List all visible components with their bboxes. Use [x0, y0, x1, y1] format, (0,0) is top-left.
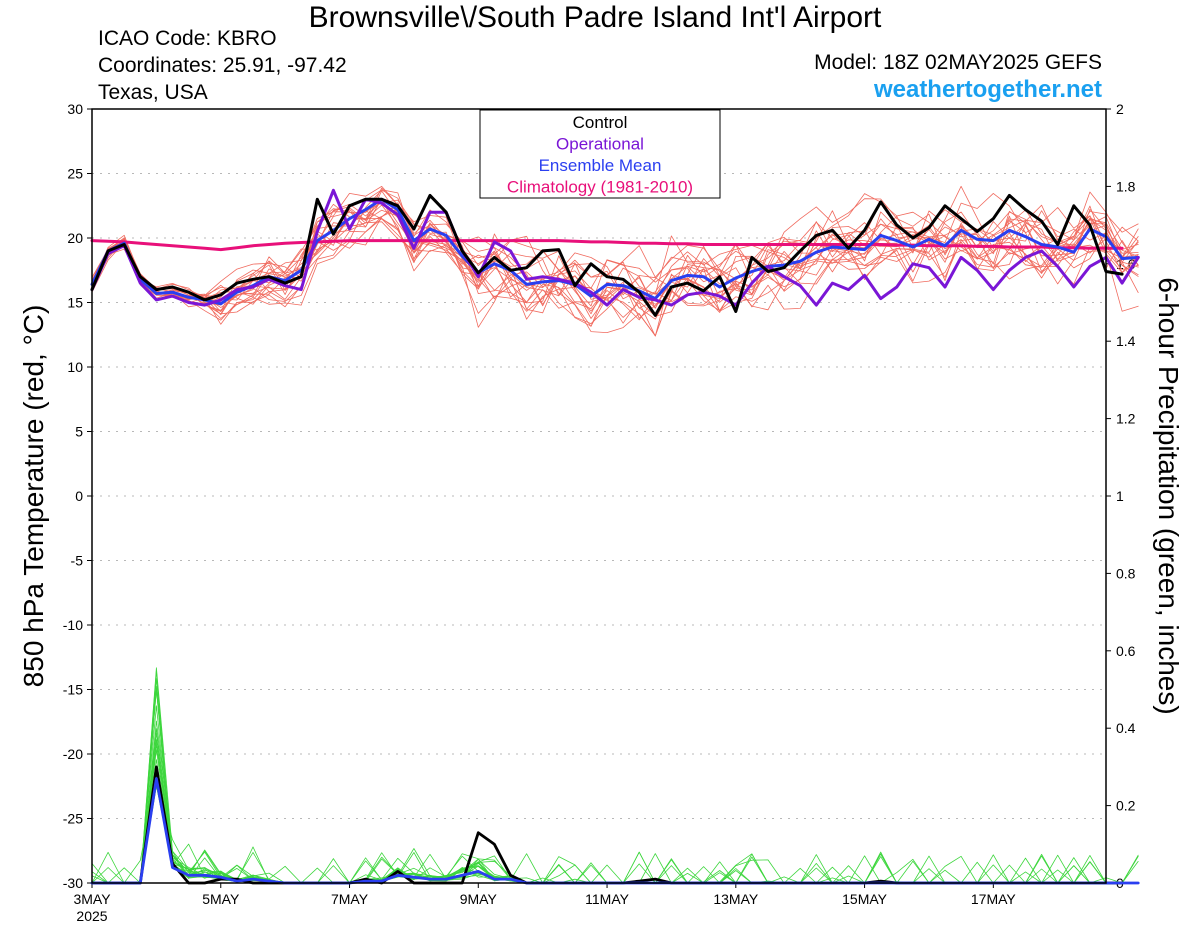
- precip-member-line: [91, 732, 1139, 884]
- y2-tick-label: 1.2: [1116, 411, 1136, 427]
- x-tick-label: 3MAY: [73, 891, 111, 907]
- y2-tick-label: 0.8: [1116, 565, 1136, 581]
- legend-entry-operational: Operational: [556, 135, 644, 154]
- y-axis-label-right: 6-hour Precipitation (green, inches): [1153, 277, 1184, 715]
- temp-member-line: [91, 189, 1139, 307]
- x-tick-label: 7MAY: [331, 891, 369, 907]
- chart-title: Brownsville\/South Padre Island Int'l Ai…: [308, 1, 882, 34]
- precip-member-line: [91, 686, 1139, 884]
- legend-entry-control: Control: [573, 113, 628, 132]
- x-tick-label: 13MAY: [713, 891, 759, 907]
- y2-tick-label: 1: [1116, 488, 1124, 504]
- plot-frame: [91, 108, 1107, 884]
- temp-member-line: [91, 193, 1139, 303]
- x-tick-sublabel: 2025: [76, 908, 107, 924]
- precip-member-line: [91, 739, 1139, 884]
- y2-tick-label: 0.4: [1116, 720, 1136, 736]
- y2-tick-label: 0.2: [1116, 798, 1136, 814]
- y-tick-label: -25: [63, 811, 83, 827]
- precip-member-line: [91, 749, 1139, 884]
- site-link[interactable]: weathertogether.net: [873, 76, 1102, 103]
- x-tick-label: 9MAY: [460, 891, 498, 907]
- y2-tick-label: 1.4: [1116, 333, 1136, 349]
- region: Texas, USA: [98, 81, 208, 104]
- precip-member-line: [91, 744, 1139, 884]
- precip-member-line: [91, 785, 1139, 884]
- precip-member-line: [91, 784, 1139, 884]
- precip-member-line: [91, 765, 1139, 884]
- y-tick-label: 20: [67, 230, 83, 246]
- y2-tick-label: 1.8: [1116, 178, 1136, 194]
- precip-member-line: [91, 678, 1139, 884]
- model-run: Model: 18Z 02MAY2025 GEFS: [814, 51, 1102, 74]
- coordinates: Coordinates: 25.91, -97.42: [98, 54, 347, 77]
- y-tick-label: -10: [63, 617, 83, 633]
- temp-member-line: [91, 190, 1139, 337]
- temp-control-line: [90, 193, 1124, 317]
- temp-member-line: [91, 199, 1139, 319]
- precip-member-line: [91, 759, 1139, 884]
- precip-member-line: [91, 689, 1139, 884]
- temp-member-line: [91, 211, 1139, 305]
- icao-code: ICAO Code: KBRO: [98, 27, 277, 50]
- precip-member-line: [91, 688, 1139, 884]
- x-tick-label: 17MAY: [971, 891, 1017, 907]
- temp-climatology-1981-2010-line: [90, 239, 1124, 252]
- x-tick-label: 5MAY: [202, 891, 240, 907]
- y-tick-label: -20: [63, 746, 83, 762]
- legend-entry-ensemble: Ensemble Mean: [539, 156, 662, 175]
- y-tick-label: -15: [63, 682, 83, 698]
- y-tick-label: 0: [75, 488, 83, 504]
- temp-member-line: [91, 203, 1139, 325]
- y-axis-label-left: 850 hPa Temperature (red, °C): [18, 304, 49, 688]
- precip-member-line: [91, 739, 1139, 884]
- temp-member-line: [91, 202, 1139, 324]
- legend-entry-climatology: Climatology (1981-2010): [507, 178, 693, 197]
- x-tick-label: 15MAY: [842, 891, 888, 907]
- x-tick-label: 11MAY: [585, 891, 629, 907]
- y-tick-label: -30: [63, 875, 83, 891]
- y-tick-label: 15: [67, 295, 83, 311]
- y-tick-label: 10: [67, 359, 83, 375]
- precip-member-line: [91, 670, 1139, 884]
- y2-tick-label: 2: [1116, 101, 1124, 117]
- temp-operational-line: [90, 188, 1140, 307]
- temp-member-line: [91, 191, 1139, 319]
- y-tick-label: 30: [67, 101, 83, 117]
- precip-member-line: [91, 667, 1139, 884]
- y-tick-label: 25: [67, 166, 83, 182]
- y-tick-label: 5: [75, 424, 83, 440]
- legend-box: [479, 109, 721, 199]
- y2-tick-label: 0.6: [1116, 643, 1136, 659]
- y-tick-label: -5: [71, 553, 84, 569]
